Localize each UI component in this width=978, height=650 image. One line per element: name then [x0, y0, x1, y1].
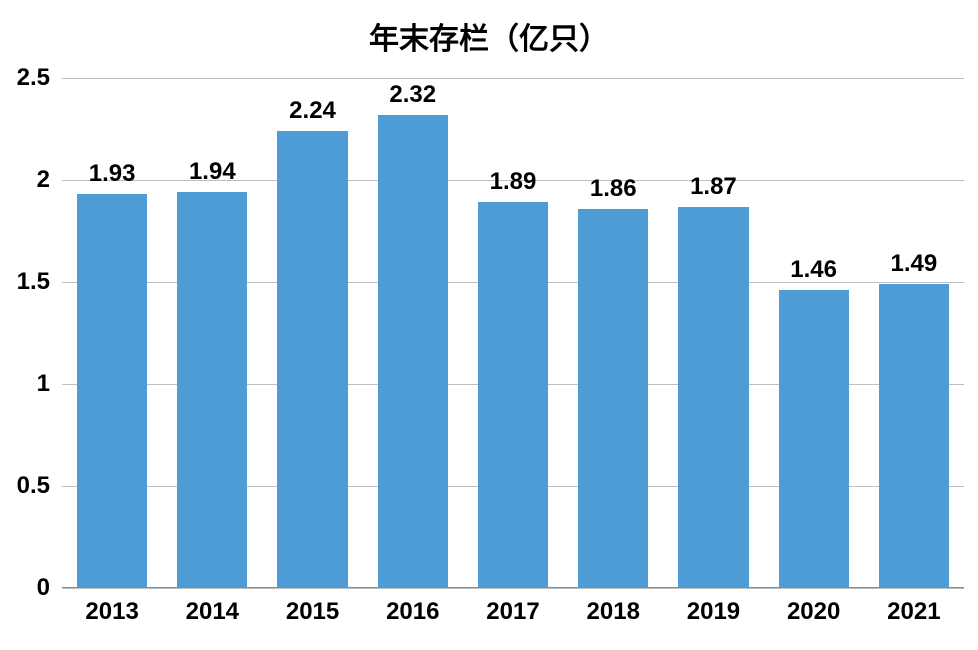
x-tick-label: 2014 [186, 588, 239, 626]
bar: 2.24 [277, 131, 347, 588]
chart-title: 年末存栏（亿只） [0, 14, 978, 58]
bar-chart: 年末存栏（亿只） 1.93 1.94 2.24 2.32 1.89 1.86 1.87 1.4… [0, 0, 978, 650]
bars-layer: 1.93 1.94 2.24 2.32 1.89 1.86 1.87 1.46 1.49 [62, 78, 964, 588]
y-tick-label: 0 [37, 574, 62, 602]
x-tick-label: 2015 [286, 588, 339, 626]
x-tick-label: 2013 [85, 588, 138, 626]
bar-value-label: 1.93 [89, 160, 136, 194]
bar: 1.86 [578, 209, 648, 588]
y-tick-label: 2 [37, 166, 62, 194]
x-tick-label: 2016 [386, 588, 439, 626]
x-tick-label: 2021 [887, 588, 940, 626]
bar: 1.49 [879, 284, 949, 588]
y-tick-label: 0.5 [17, 472, 62, 500]
plot-area: 1.931.942.242.321.891.861.871.461.49 00.… [62, 78, 964, 588]
bar-value-label: 1.46 [790, 256, 837, 290]
bar-value-label: 2.32 [389, 81, 436, 115]
y-tick-label: 1 [37, 370, 62, 398]
bar-value-label: 1.87 [690, 173, 737, 207]
bar-value-label: 1.49 [891, 250, 938, 284]
bar: 1.93 [77, 194, 147, 588]
bar: 1.46 [779, 290, 849, 588]
bar: 1.89 [478, 202, 548, 588]
x-tick-label: 2017 [486, 588, 539, 626]
bar: 2.32 [378, 115, 448, 588]
bar-value-label: 1.89 [490, 168, 537, 202]
x-tick-label: 2018 [587, 588, 640, 626]
bar-value-label: 2.24 [289, 97, 336, 131]
x-tick-label: 2019 [687, 588, 740, 626]
y-tick-label: 2.5 [17, 64, 62, 92]
bar: 1.87 [678, 207, 748, 588]
x-tick-label: 2020 [787, 588, 840, 626]
bar-value-label: 1.94 [189, 158, 236, 192]
y-tick-label: 1.5 [17, 268, 62, 296]
bar: 1.94 [177, 192, 247, 588]
bar-value-label: 1.86 [590, 175, 637, 209]
